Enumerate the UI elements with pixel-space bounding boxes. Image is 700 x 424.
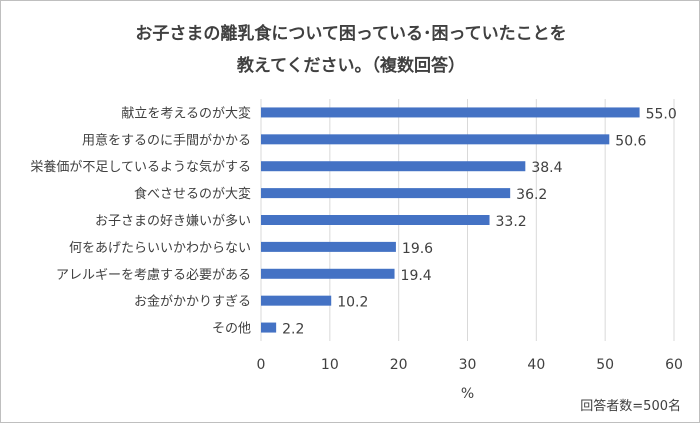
- chart-title-line-2: 教えてください。（複数回答）: [236, 56, 466, 76]
- category-label: アレルギーを考慮する必要がある: [56, 268, 251, 283]
- value-label: 10.2: [337, 295, 368, 311]
- bar: [261, 241, 396, 252]
- bar: [261, 215, 490, 225]
- x-tick-label: 0: [257, 357, 266, 373]
- category-label: 何をあげたらいいかわからない: [69, 240, 251, 256]
- bar: [261, 322, 277, 333]
- x-tick-label: 60: [665, 357, 683, 373]
- category-label: 食べさせるのが大変: [134, 186, 251, 202]
- value-label: 2.2: [282, 322, 304, 338]
- value-label: 19.4: [401, 268, 432, 284]
- bar: [261, 268, 395, 279]
- value-label: 33.2: [496, 214, 527, 230]
- category-label: 献立を考えるのが大変: [121, 105, 251, 121]
- x-tick-label: 40: [527, 357, 545, 373]
- category-label: 栄養価が不足しているような気がする: [30, 159, 251, 175]
- bar: [261, 188, 511, 199]
- category-label: 用意をするのに手間がかかる: [82, 132, 251, 148]
- value-label: 55.0: [646, 106, 677, 122]
- bar: [261, 134, 610, 145]
- category-label: お金がかかりすぎる: [134, 294, 251, 310]
- value-label: 36.2: [516, 187, 547, 203]
- x-tick-label: 50: [596, 357, 614, 373]
- x-tick-label: 20: [390, 357, 408, 373]
- respondent-count-note: 回答者数=500名: [580, 399, 681, 414]
- x-axis-title: %: [461, 386, 474, 402]
- bar: [261, 161, 526, 172]
- value-label: 38.4: [531, 160, 562, 176]
- value-label: 50.6: [615, 133, 646, 149]
- category-label: その他: [212, 322, 251, 337]
- bar: [261, 107, 640, 118]
- chart-title-line-1: お子さまの離乳食について困っている･困っていたことを: [135, 24, 567, 44]
- bar: [261, 295, 332, 306]
- x-tick-label: 10: [321, 357, 339, 373]
- category-label: お子さまの好き嫌いが多い: [95, 213, 251, 229]
- value-label: 19.6: [402, 241, 433, 257]
- x-tick-label: 30: [459, 357, 477, 373]
